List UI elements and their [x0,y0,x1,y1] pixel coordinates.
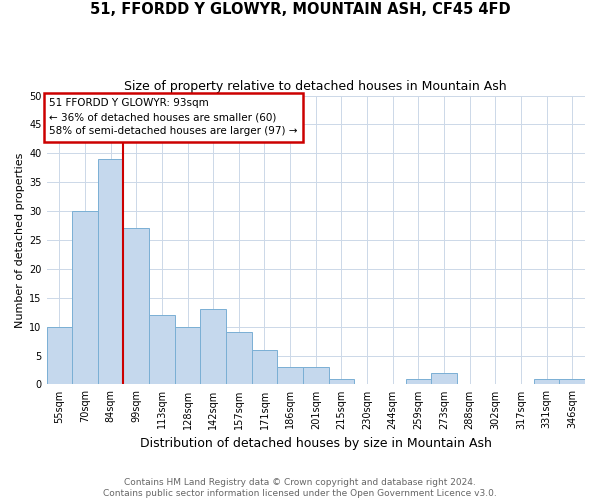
Bar [277,367,303,384]
Bar [559,378,585,384]
Text: 51, FFORDD Y GLOWYR, MOUNTAIN ASH, CF45 4FD: 51, FFORDD Y GLOWYR, MOUNTAIN ASH, CF45 … [89,2,511,18]
Text: Contains HM Land Registry data © Crown copyright and database right 2024.
Contai: Contains HM Land Registry data © Crown c… [103,478,497,498]
Bar [72,211,98,384]
Bar [98,159,124,384]
Bar [200,310,226,384]
Bar [303,367,329,384]
Bar [251,350,277,384]
Bar [149,315,175,384]
Bar [431,373,457,384]
Bar [534,378,559,384]
Y-axis label: Number of detached properties: Number of detached properties [15,152,25,328]
Bar [47,326,72,384]
Title: Size of property relative to detached houses in Mountain Ash: Size of property relative to detached ho… [124,80,507,93]
Bar [175,326,200,384]
Bar [124,228,149,384]
Bar [329,378,354,384]
X-axis label: Distribution of detached houses by size in Mountain Ash: Distribution of detached houses by size … [140,437,492,450]
Bar [406,378,431,384]
Bar [226,332,251,384]
Text: 51 FFORDD Y GLOWYR: 93sqm
← 36% of detached houses are smaller (60)
58% of semi-: 51 FFORDD Y GLOWYR: 93sqm ← 36% of detac… [49,98,298,136]
